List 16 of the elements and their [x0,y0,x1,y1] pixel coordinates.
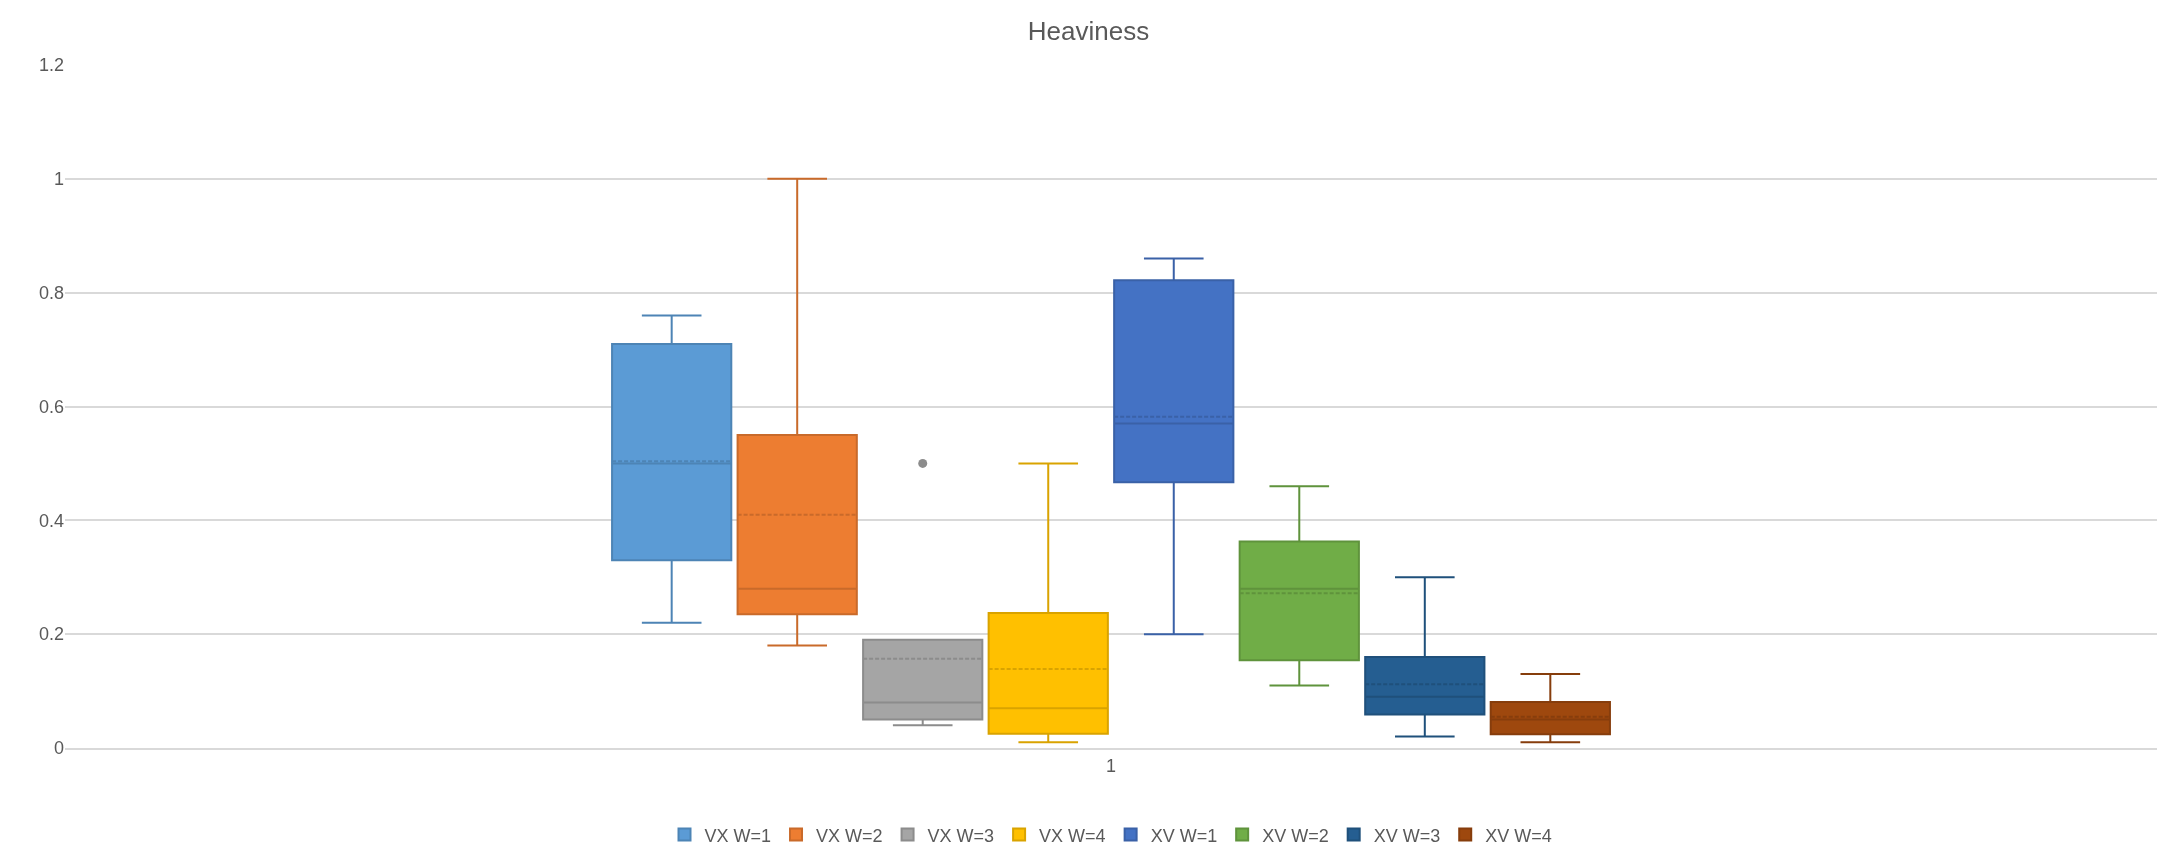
y-tick-label: 0.4 [38,510,64,531]
y-tick-label: 0 [53,738,64,759]
legend-label: XV W=1 [1150,825,1218,846]
legend-label: VX W=1 [704,825,772,846]
y-tick-label: 1 [53,169,64,190]
y-tick-label: 0.8 [38,282,64,303]
legend-label: XV W=3 [1373,825,1441,846]
legend-label: XV W=2 [1262,825,1329,846]
y-tick-label: 1.2 [38,55,64,76]
y-tick-label: 0.2 [38,624,64,645]
legend-label: VX W=2 [816,825,883,846]
legend-label: VX W=4 [1039,825,1106,846]
y-tick-label: 0.6 [38,396,64,417]
legend-label: VX W=3 [927,825,995,846]
legend-label: XV W=4 [1485,825,1552,846]
chart-title: Heaviness [1027,15,1150,46]
